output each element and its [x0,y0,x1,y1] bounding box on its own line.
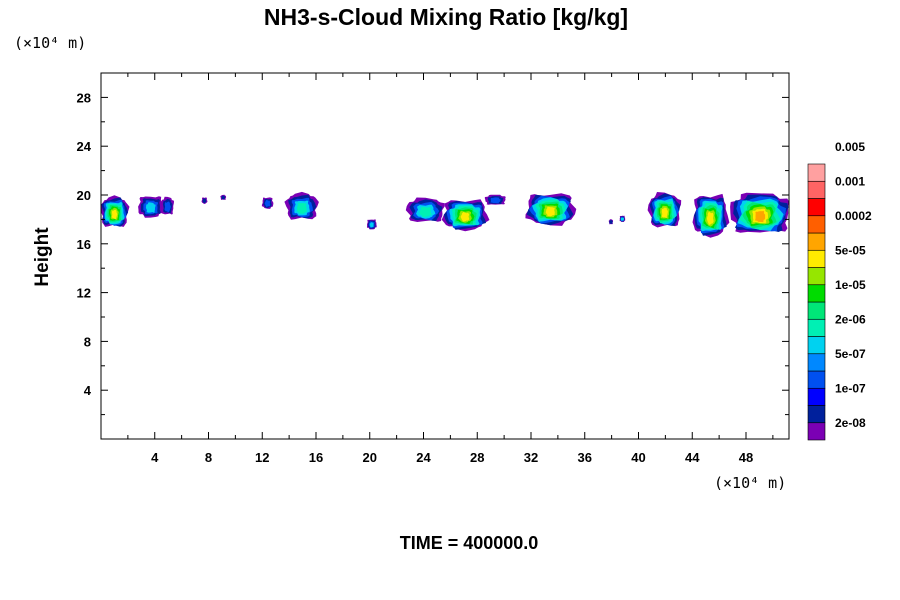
colorbar-swatch [807,215,826,234]
colorbar-swatch [807,353,826,372]
x-tick-label: 24 [416,450,431,465]
colorbar-label: 5e-05 [835,243,866,257]
colorbar-swatch [807,163,826,182]
colorbar-swatch [807,180,826,199]
cloud-cell [441,199,490,232]
x-tick-label: 16 [309,450,323,465]
cloud-cell [284,191,319,220]
cloud-contour [419,206,432,218]
x-tick-label: 8 [205,450,212,465]
x-tick-label: 12 [255,450,269,465]
cloud-contour [111,209,118,220]
cloud-cell [525,193,577,226]
cloud-contour [369,222,374,228]
plot-frame [100,72,790,440]
x-tick-label: 40 [631,450,645,465]
cloud-cell [138,196,164,218]
plot-background [101,73,789,439]
y-tick-label: 8 [84,334,91,349]
cloud-cell [405,197,445,222]
colorbar-label: 0.0002 [835,209,872,223]
x-tick-label: 4 [151,450,159,465]
colorbar: 2e-08 1e-07 5e-07 2e-06 1e-05 5e-05 0.0002 0.00… [807,140,872,441]
cloud-contour [164,201,171,213]
cloud-contour [145,202,156,213]
cloud-contour [490,197,501,204]
cloud-contour [609,220,613,224]
y-axis-ticks: 4 8 12 16 20 24 28 [77,90,789,416]
colorbar-swatch [807,422,826,441]
y-tick-label: 20 [77,188,91,203]
cloud-cell [730,192,789,233]
colorbar-swatch [807,387,826,406]
colorbar-swatch [807,318,826,337]
y-tick-label: 4 [84,383,92,398]
x-unit-label: (×10⁴ m) [714,474,786,492]
cloud-cell [201,197,208,204]
y-tick-label: 24 [77,139,92,154]
cloud-cell [484,194,506,205]
chart-title: NH3-s-Cloud Mixing Ratio [kg/kg] [264,4,628,30]
x-tick-label: 20 [363,450,377,465]
y-tick-label: 28 [77,90,91,105]
cloud-contour [706,211,714,225]
colorbar-label: 0.005 [835,140,865,154]
colorbar-swatch [807,267,826,286]
colorbar-swatch [807,370,826,389]
cloud-contour [661,207,668,218]
time-label: TIME = 400000.0 [400,533,539,553]
colorbar-swatch [807,301,826,320]
cloud-contour [545,206,555,217]
colorbar-swatch [807,198,826,217]
colorbar-label: 1e-07 [835,381,866,395]
colorbar-label: 1e-05 [835,278,866,292]
colorbar-label: 2e-08 [835,416,866,430]
x-tick-label: 36 [578,450,592,465]
y-tick-label: 12 [77,286,91,301]
cloud-cell [692,193,730,238]
colorbar-swatch [807,336,826,355]
cloud-contour [620,217,625,221]
colorbar-label: 5e-07 [835,347,866,361]
cloud-cell [220,194,227,200]
y-axis-label: Height [32,227,53,287]
cloud-contour [221,195,226,200]
y-tick-label: 16 [77,237,91,252]
cloud-contour [755,210,766,223]
x-tick-label: 32 [524,450,538,465]
cloud-fields [101,191,789,238]
colorbar-swatch [807,284,826,303]
cloud-cell [619,215,626,222]
colorbar-swatch [807,249,826,268]
colorbar-swatch [807,405,826,424]
colorbar-swatch [807,232,826,251]
colorbar-label: 2e-06 [835,312,866,326]
cloud-contour [296,202,307,214]
x-tick-label: 48 [739,450,753,465]
cloud-contour [202,198,207,204]
cloud-contour [460,212,470,222]
cloud-cell [161,196,174,215]
colorbar-label: 0.001 [835,174,865,188]
x-tick-label: 44 [685,450,700,465]
y-unit-label: (×10⁴ m) [14,34,86,52]
cloud-cell [366,219,377,230]
cloud-cell [608,219,614,225]
x-tick-label: 28 [470,450,484,465]
cloud-cell [101,195,130,227]
cloud-cell [647,192,682,228]
cloud-cell [261,197,274,209]
x-axis-ticks: 4 8 12 16 20 24 28 32 36 40 44 48 [127,73,774,465]
cloud-contour [264,199,271,207]
